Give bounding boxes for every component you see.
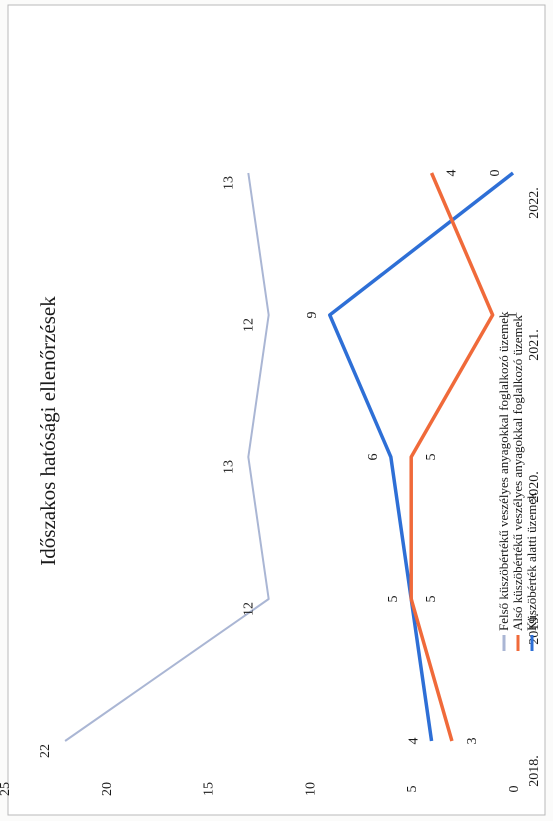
data-label: 5 <box>424 454 439 461</box>
y-tick-label: 5 <box>405 786 420 793</box>
data-label: 9 <box>305 312 320 319</box>
x-tick-label: 2020. <box>527 471 542 503</box>
data-label: 0 <box>488 170 503 177</box>
data-label: 3 <box>465 738 480 745</box>
x-tick-label: 2021. <box>527 329 542 361</box>
data-label: 6 <box>366 454 381 461</box>
y-tick-label: 15 <box>202 782 217 796</box>
data-label: 4 <box>445 170 460 177</box>
y-tick-label: 0 <box>507 786 522 793</box>
y-axis-ticks: 0 5 10 15 20 25 <box>0 782 522 796</box>
data-label: 5 <box>386 596 401 603</box>
data-label: 13 <box>221 460 236 474</box>
chart-frame <box>7 4 546 816</box>
data-label: 4 <box>407 738 422 745</box>
series-line <box>409 172 495 742</box>
data-label: 5 <box>424 596 439 603</box>
series-line <box>328 171 515 742</box>
data-label: 22 <box>38 744 53 758</box>
series-line <box>64 172 270 742</box>
y-tick-label: 20 <box>100 782 115 796</box>
x-tick-label: 2018. <box>527 755 542 787</box>
legend-label: Küszöbérték alatti üzemek <box>524 492 539 631</box>
data-label: 13 <box>221 176 236 190</box>
data-label: 1 <box>506 312 521 319</box>
data-label: 12 <box>242 602 257 616</box>
data-label: 12 <box>242 318 257 332</box>
series-lines <box>64 171 515 742</box>
x-tick-label: 2022. <box>527 187 542 219</box>
chart-title: Időszakos hatósági ellenőrzések <box>36 296 60 566</box>
data-labels: 4 5 6 9 0 3 5 5 1 4 22 12 13 12 13 <box>38 170 521 759</box>
legend-label: Felső küszöbértékű veszélyes anyagokkal … <box>496 311 511 631</box>
legend-label: Alsó küszöbértékű veszélyes anyagokkal f… <box>510 315 525 631</box>
y-tick-label: 25 <box>0 782 13 796</box>
y-tick-label: 10 <box>303 782 318 796</box>
